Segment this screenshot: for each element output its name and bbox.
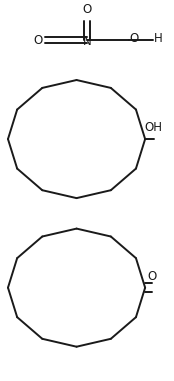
Text: O: O	[130, 32, 139, 45]
Text: N: N	[83, 35, 91, 48]
Text: OH: OH	[145, 122, 163, 134]
Text: O: O	[34, 34, 43, 46]
Text: H: H	[154, 32, 163, 45]
Text: O: O	[82, 3, 92, 16]
Text: O: O	[148, 270, 157, 283]
